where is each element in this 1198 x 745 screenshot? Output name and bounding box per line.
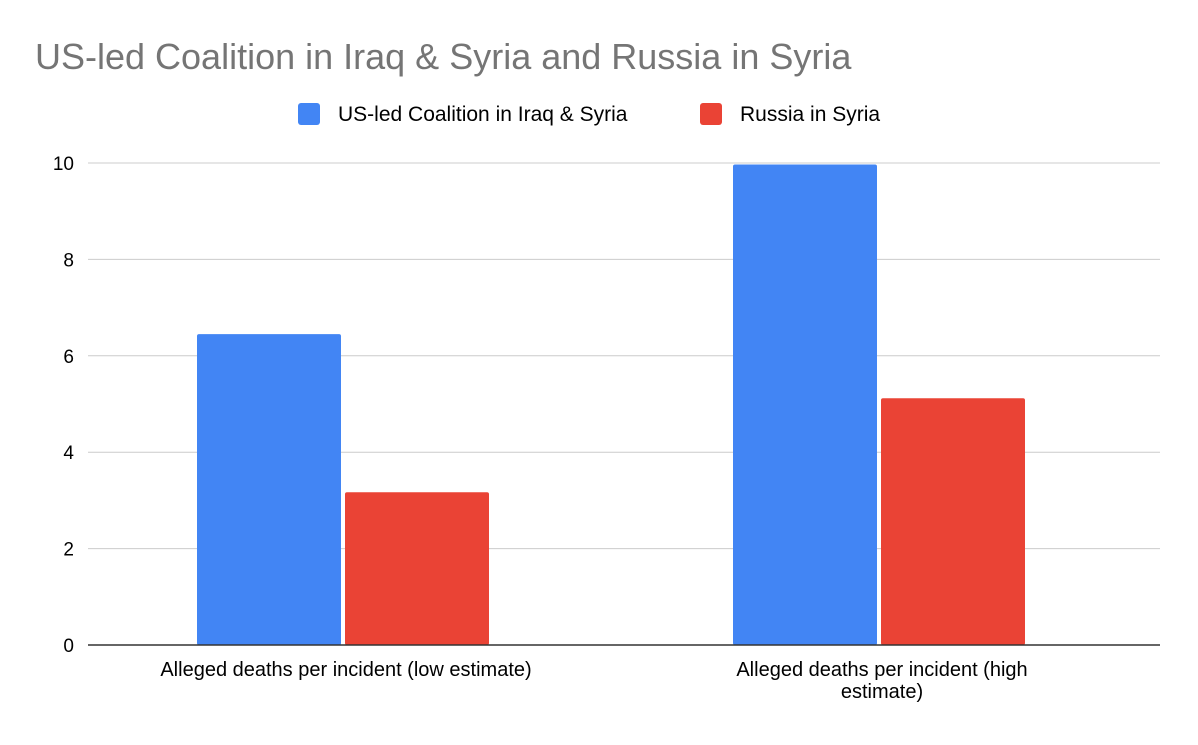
y-tick-label: 2: [63, 540, 74, 561]
x-tick-label: Alleged deaths per incident (high: [736, 659, 1027, 681]
y-tick-label: 6: [63, 347, 74, 368]
x-tick-label: estimate): [841, 681, 923, 703]
legend-swatch: [700, 103, 722, 125]
bars: [197, 164, 1025, 646]
y-tick-label: 10: [53, 154, 74, 175]
legend-label: US-led Coalition in Iraq & Syria: [338, 103, 628, 126]
bar: [881, 398, 1025, 645]
legend-swatch: [298, 103, 320, 125]
bar: [197, 334, 341, 645]
legend: US-led Coalition in Iraq & Syria Russia i…: [298, 103, 880, 126]
bar: [733, 164, 877, 646]
x-axis-category-labels: Alleged deaths per incident (low estimat…: [160, 659, 1027, 703]
y-tick-label: 0: [63, 636, 74, 657]
bar: [345, 492, 489, 645]
legend-label: Russia in Syria: [740, 103, 880, 126]
y-tick-label: 4: [63, 443, 74, 464]
y-tick-label: 8: [63, 250, 74, 271]
x-tick-label: Alleged deaths per incident (low estimat…: [160, 659, 531, 681]
chart-title: US-led Coalition in Iraq & Syria and Rus…: [35, 36, 852, 77]
y-axis-tick-labels: 0 2 4 6 8 10: [53, 154, 75, 657]
